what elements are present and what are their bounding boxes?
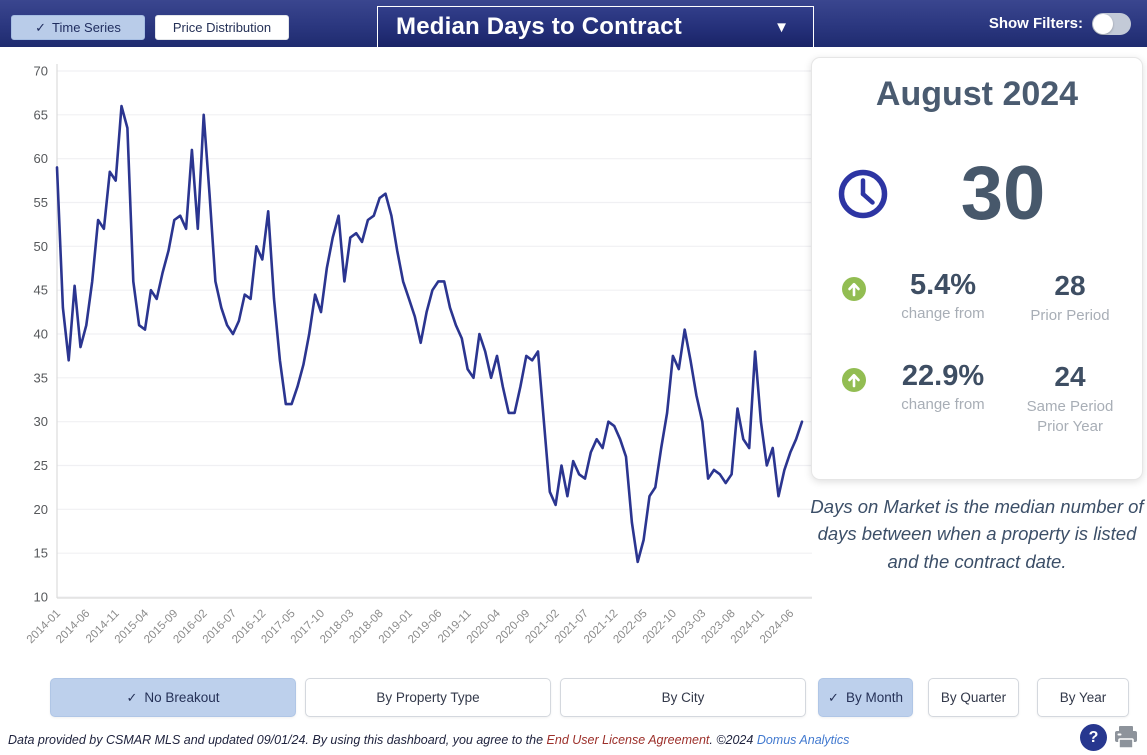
svg-text:15: 15 — [34, 546, 48, 561]
svg-text:60: 60 — [34, 151, 48, 166]
svg-text:30: 30 — [34, 414, 48, 429]
eula-link[interactable]: End User License Agreement — [546, 733, 710, 747]
svg-text:65: 65 — [34, 107, 48, 122]
chevron-down-icon: ▼ — [774, 19, 789, 36]
metric-dropdown-label: Median Days to Contract — [396, 13, 682, 40]
show-filters-label: Show Filters: — [988, 15, 1083, 32]
by-quarter-label: By Quarter — [940, 690, 1007, 705]
by-city-label: By City — [661, 690, 705, 705]
median-days-line-chart: 101520253035404550556065702014-012014-06… — [25, 64, 812, 646]
clock-icon — [836, 167, 890, 221]
prior-period-stat-row: 5.4% change from 28 Prior Period — [842, 269, 1128, 326]
show-filters-control: Show Filters: — [989, 0, 1131, 47]
by-month-label: By Month — [845, 690, 903, 705]
price-distribution-button[interactable]: Price Distribution — [155, 15, 289, 40]
print-icon[interactable] — [1113, 725, 1139, 750]
view-toggle-group: ✓ Time Series Price Distribution — [11, 15, 289, 40]
prior-year-stat-row: 22.9% change from 24 Same Period Prior Y… — [842, 359, 1128, 438]
svg-text:20: 20 — [34, 502, 48, 517]
svg-text:40: 40 — [34, 327, 48, 342]
arrow-up-icon — [842, 367, 866, 392]
footer-text-2: . ©2024 — [709, 733, 757, 747]
no-breakout-button[interactable]: ✓ No Breakout — [50, 678, 296, 717]
by-property-type-button[interactable]: By Property Type — [305, 678, 551, 717]
by-property-type-label: By Property Type — [376, 690, 480, 705]
arrow-up-icon — [842, 277, 866, 302]
svg-text:45: 45 — [34, 283, 48, 298]
svg-text:35: 35 — [34, 370, 48, 385]
svg-text:10: 10 — [34, 590, 48, 605]
prior-period-value: 28 — [1054, 270, 1086, 302]
prior-year-value: 24 — [1054, 360, 1086, 392]
top-navigation-bar: ✓ Time Series Price Distribution Median … — [0, 0, 1147, 48]
svg-text:70: 70 — [34, 64, 48, 79]
help-glyph: ? — [1088, 728, 1099, 746]
change-from-label: change from — [901, 305, 985, 323]
change-from-label: change from — [901, 395, 985, 413]
domus-analytics-link[interactable]: Domus Analytics — [756, 733, 850, 747]
footer-disclaimer: Data provided by CSMAR MLS and updated 0… — [8, 733, 849, 747]
prior-year-label: Same Period Prior Year — [1026, 397, 1114, 436]
by-year-button[interactable]: By Year — [1037, 678, 1129, 717]
summary-card: August 2024 30 5.4% change from 28 Prior… — [811, 57, 1143, 480]
price-distribution-label: Price Distribution — [172, 20, 272, 35]
pct-change-prior-period: 5.4% — [909, 269, 977, 302]
by-year-label: By Year — [1059, 690, 1107, 705]
time-series-label: Time Series — [52, 20, 121, 35]
footer-text-1: Data provided by CSMAR MLS and updated 0… — [8, 733, 547, 747]
time-series-button[interactable]: ✓ Time Series — [11, 15, 145, 40]
no-breakout-label: No Breakout — [144, 690, 220, 705]
period-title: August 2024 — [875, 75, 1079, 113]
current-value: 30 — [960, 151, 1046, 236]
prior-period-label: Prior Period — [1030, 307, 1110, 325]
svg-text:55: 55 — [34, 195, 48, 210]
show-filters-toggle[interactable] — [1092, 12, 1131, 35]
check-icon: ✓ — [35, 19, 47, 35]
metric-description: Days on Market is the median number of d… — [810, 496, 1144, 572]
svg-text:50: 50 — [34, 239, 48, 254]
metric-dropdown[interactable]: Median Days to Contract ▼ — [377, 6, 814, 48]
toggle-knob-icon — [1093, 13, 1113, 34]
pct-change-prior-year: 22.9% — [901, 359, 985, 392]
by-quarter-button[interactable]: By Quarter — [928, 678, 1019, 717]
by-month-button[interactable]: ✓ By Month — [818, 678, 913, 717]
check-icon: ✓ — [126, 689, 138, 705]
by-city-button[interactable]: By City — [560, 678, 806, 717]
check-icon: ✓ — [828, 689, 839, 705]
help-icon[interactable]: ? — [1080, 724, 1107, 751]
svg-text:25: 25 — [34, 458, 48, 473]
